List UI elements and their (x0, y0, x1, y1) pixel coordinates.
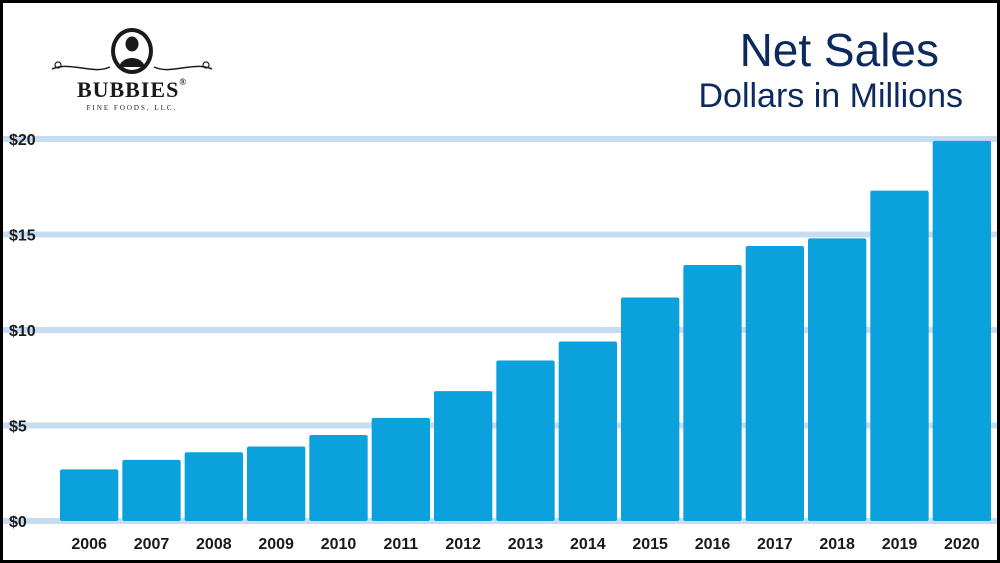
x-tick-label: 2019 (882, 536, 918, 553)
x-tick-label: 2010 (321, 536, 357, 553)
y-tick-label: $5 (9, 419, 27, 436)
x-tick-label: 2017 (757, 536, 793, 553)
x-tick-label: 2016 (695, 536, 731, 553)
bar (247, 446, 306, 521)
x-tick-label: 2009 (258, 536, 294, 553)
x-tick-label: 2011 (383, 536, 418, 553)
x-tick-label: 2015 (632, 536, 668, 553)
bar (621, 297, 680, 521)
bar (558, 341, 617, 521)
y-tick-label: $10 (9, 323, 36, 340)
logo-tagline: FINE FOODS, LLC. (86, 104, 178, 112)
chart-frame: BUBBIES® FINE FOODS, LLC. Net Sales Doll… (3, 3, 997, 560)
y-tick-label: $0 (9, 514, 27, 531)
bar (184, 452, 243, 521)
bar (309, 435, 368, 521)
brand-logo: BUBBIES® FINE FOODS, LLC. (48, 27, 216, 117)
bar (496, 360, 555, 521)
bar (60, 469, 119, 521)
y-tick-label: $15 (9, 228, 36, 245)
x-tick-label: 2008 (196, 536, 232, 553)
x-tick-label: 2014 (570, 536, 606, 553)
bar-chart-plot: $0 $5 $10 $15 $20 2006 2007 2008 2009 2010 2011 201… (3, 132, 997, 553)
logo-wordmark: BUBBIES® (76, 77, 188, 102)
x-tick-label: 2007 (134, 536, 170, 553)
bar (371, 417, 430, 521)
bar (434, 391, 493, 521)
x-tick-label: 2006 (71, 536, 107, 553)
bar (932, 140, 991, 521)
bar (870, 190, 929, 521)
y-tick-label: $20 (9, 132, 36, 149)
bar (808, 238, 867, 521)
x-tick-label: 2018 (819, 536, 855, 553)
x-tick-label: 2020 (944, 536, 980, 553)
bar (745, 245, 804, 521)
x-tick-label: 2012 (445, 536, 481, 553)
chart-title: Net Sales (739, 24, 939, 76)
portrait-emblem-icon (51, 28, 213, 74)
chart-subtitle: Dollars in Millions (698, 77, 963, 115)
x-tick-label: 2013 (508, 536, 544, 553)
bar (683, 265, 742, 521)
bar (122, 459, 181, 521)
